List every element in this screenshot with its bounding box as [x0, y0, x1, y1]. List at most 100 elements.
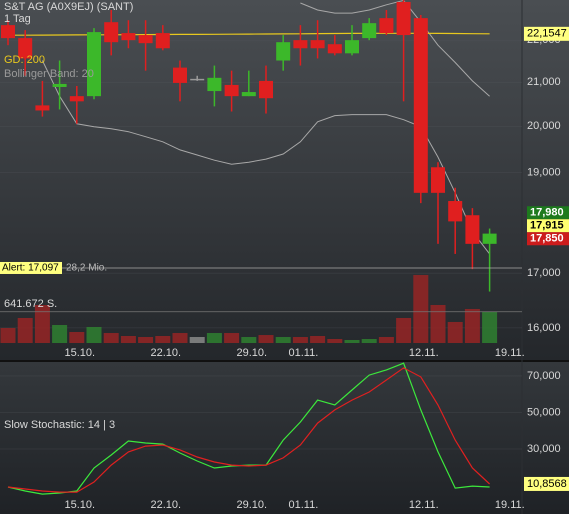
candle-body — [138, 35, 153, 44]
volume-bar — [120, 335, 136, 343]
volume-bar — [344, 339, 360, 343]
legend-ma: GD: 200 — [4, 54, 45, 66]
y-tick-label: 50,000 — [527, 406, 561, 418]
x-tick-label: 01.11. — [289, 499, 319, 511]
x-tick-label: 15.10. — [65, 499, 96, 511]
ma-label: 22,1547 — [527, 28, 567, 40]
volume-bar — [0, 328, 16, 343]
candle-body — [241, 92, 256, 97]
price-marker: 17,980 — [530, 207, 564, 219]
volume-bar — [172, 333, 188, 343]
volume-bar — [413, 275, 429, 343]
candle-body — [155, 33, 170, 49]
candle-body — [379, 18, 394, 34]
volume-bar — [69, 332, 85, 343]
volume-bar — [430, 304, 446, 343]
candle-body — [69, 96, 84, 102]
volume-bar — [361, 339, 377, 343]
volume-bar — [258, 335, 274, 343]
candle-body — [104, 22, 119, 43]
candle-body — [1, 25, 15, 39]
x-tick-label: 29.10. — [237, 499, 268, 511]
volume-bar — [138, 337, 154, 343]
volume-bar — [396, 317, 412, 343]
x-tick-label: 29.10. — [237, 347, 268, 359]
x-tick-label: 12.11. — [409, 347, 439, 359]
y-tick-label: 70,000 — [527, 370, 561, 382]
price-marker-bg — [527, 232, 569, 246]
candle-body — [345, 40, 359, 54]
bollinger-upper — [300, 0, 490, 97]
stochastic-line — [7, 362, 490, 495]
x-tick-label: 22.10. — [151, 347, 182, 359]
volume-bar — [52, 324, 68, 343]
stochastic-line — [7, 367, 491, 493]
x-tick-label: 01.11. — [289, 347, 319, 359]
candle-body — [121, 33, 136, 41]
value-label-bg — [524, 476, 569, 491]
x-tick-label: 19.11. — [495, 499, 525, 511]
chart-title: S&T AG (A0X9EJ) (SANT) — [4, 1, 133, 13]
candle-body — [35, 105, 50, 111]
volume-bar — [155, 335, 171, 343]
volume-bar — [224, 333, 240, 343]
x-tick-label: 19.11. — [495, 347, 525, 359]
alert-label-bg — [0, 261, 62, 274]
y-tick-label: 19,000 — [527, 167, 561, 179]
y-tick-label: 20,000 — [527, 120, 561, 132]
candle-body — [190, 78, 205, 81]
volume-bar — [86, 326, 102, 343]
candle-body — [465, 215, 480, 244]
y-tick-label: 17,000 — [527, 267, 561, 279]
price-marker: 17,850 — [530, 233, 564, 245]
price-marker: 17,915 — [530, 220, 564, 232]
x-tick-label: 12.11. — [409, 499, 439, 511]
volume-bar — [310, 335, 326, 343]
candle-body — [52, 83, 67, 87]
price-marker-bg — [527, 219, 569, 233]
volume-bar — [17, 317, 33, 343]
y-tick-label: 21,000 — [527, 76, 561, 88]
volume-bar — [206, 333, 222, 343]
volume-bar — [464, 308, 480, 343]
volume-bar — [103, 333, 119, 343]
volume-bar — [34, 304, 50, 343]
candle-body — [224, 84, 239, 97]
candle-body — [482, 233, 497, 244]
y-tick-label: 30,000 — [527, 443, 561, 455]
chart-subtitle: 1 Tag — [4, 13, 31, 25]
ma-label-bg — [524, 26, 569, 41]
volume-bar — [327, 339, 343, 343]
x-tick-label: 15.10. — [65, 347, 96, 359]
candle-body — [87, 32, 101, 97]
volume-bar — [482, 311, 498, 343]
candle-body — [276, 42, 291, 61]
candle-body — [431, 167, 445, 193]
alert-label: Alert: 17,097 — [2, 263, 59, 274]
volume-bar — [447, 321, 463, 343]
candle-body — [362, 23, 377, 39]
candle-body — [173, 67, 187, 83]
volume-annotation: 641.672 S. — [4, 298, 57, 310]
candle-body — [293, 40, 308, 49]
candle-body — [18, 38, 33, 59]
candle-body — [207, 77, 222, 92]
x-tick-label: 22.10. — [151, 499, 182, 511]
volume-bar — [292, 337, 308, 343]
volume-bar — [275, 337, 291, 343]
value-label: 10,8568 — [527, 478, 567, 490]
candle-body — [448, 201, 463, 222]
volume-bar — [189, 337, 205, 343]
y-tick-label: 16,000 — [527, 322, 561, 334]
candle-body — [327, 44, 342, 54]
candle-body — [259, 80, 273, 99]
candle-body — [310, 40, 325, 49]
legend-bollinger: Bollinger Band: 20 — [4, 68, 94, 80]
stochastic-title: Slow Stochastic: 14 | 3 — [4, 419, 115, 431]
annotation: 28,2 Mio. — [66, 263, 107, 274]
volume-bar — [241, 337, 257, 343]
price-marker-bg — [527, 206, 569, 220]
candle-body — [396, 1, 411, 36]
